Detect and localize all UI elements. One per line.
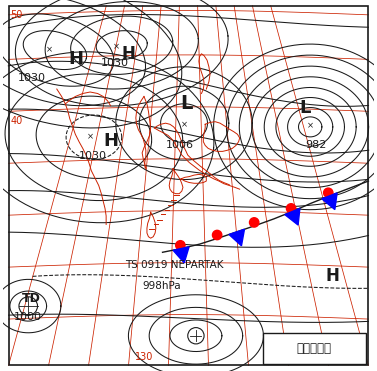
Polygon shape bbox=[285, 208, 300, 225]
Bar bbox=[263, 333, 366, 364]
Text: 1030: 1030 bbox=[18, 73, 46, 83]
Text: ×: × bbox=[46, 46, 53, 55]
Text: 50: 50 bbox=[11, 10, 23, 20]
Text: ×: × bbox=[181, 120, 188, 129]
Circle shape bbox=[287, 204, 296, 213]
Text: 150: 150 bbox=[263, 345, 281, 354]
Circle shape bbox=[176, 241, 185, 250]
Text: ×: × bbox=[112, 42, 120, 51]
Polygon shape bbox=[229, 229, 244, 246]
Polygon shape bbox=[173, 247, 189, 263]
Text: H: H bbox=[326, 267, 340, 285]
Circle shape bbox=[250, 218, 259, 227]
Text: 998hPa: 998hPa bbox=[142, 281, 181, 290]
Text: 1000: 1000 bbox=[14, 312, 42, 322]
Circle shape bbox=[213, 230, 222, 240]
Text: 1030: 1030 bbox=[79, 151, 107, 161]
Text: H: H bbox=[68, 50, 83, 68]
Text: H: H bbox=[122, 45, 136, 63]
Text: L: L bbox=[180, 94, 193, 114]
Text: 1030: 1030 bbox=[101, 58, 129, 68]
Text: 1006: 1006 bbox=[166, 140, 194, 150]
Text: １０日９時: １０日９時 bbox=[297, 342, 332, 355]
Circle shape bbox=[323, 188, 333, 197]
Text: 130: 130 bbox=[135, 352, 153, 362]
Text: ×: × bbox=[307, 122, 314, 131]
Polygon shape bbox=[322, 193, 337, 210]
Text: ×: × bbox=[86, 133, 93, 142]
Text: L: L bbox=[300, 99, 311, 116]
Text: 40: 40 bbox=[11, 116, 23, 125]
Text: TD: TD bbox=[22, 292, 41, 305]
Text: 982: 982 bbox=[305, 140, 327, 150]
Text: H: H bbox=[103, 132, 118, 150]
Text: TS 0919 NEPARTAK: TS 0919 NEPARTAK bbox=[126, 260, 224, 270]
